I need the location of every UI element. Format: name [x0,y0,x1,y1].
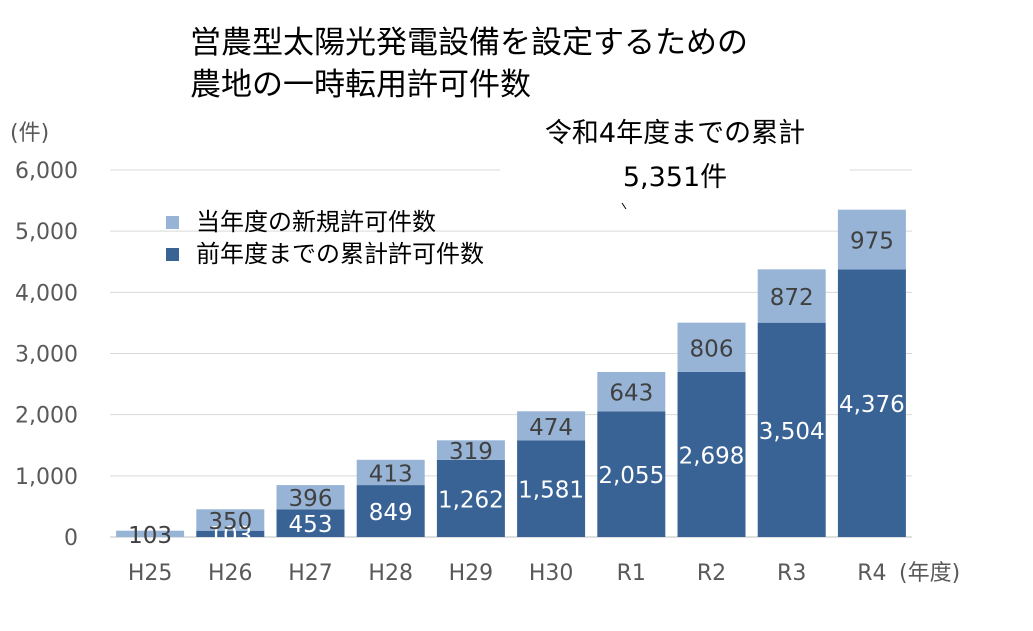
data-label-new-permits: 396 [289,486,333,512]
x-tick-label: R1 [617,561,646,586]
data-label-previous-cumulative: 2,055 [598,463,664,489]
y-tick-label: 6,000 [15,159,78,184]
y-tick-label: 4,000 [15,281,78,306]
legend-label: 当年度の新規許可件数 [196,208,436,236]
x-tick-label: R4 [857,561,886,586]
bar-new-permits [837,209,906,270]
data-label-new-permits: 103 [128,523,172,549]
x-tick-label: R3 [777,561,806,586]
x-tick-label: H27 [288,561,333,586]
x-tick-label: H28 [368,561,413,586]
data-label-previous-cumulative: 1,262 [438,487,504,513]
x-axis-unit: (年度) [899,561,960,586]
bar-previous-cumulative [677,371,746,537]
grid [110,169,912,538]
bar-new-permits [116,530,185,537]
data-label-previous-cumulative: 103 [208,523,252,549]
bar-new-permits [356,459,425,486]
x-axis-ticks: H25 H26 H27 H28 H29 H30 R1 R2 R3 R4 [128,561,887,586]
bar-new-permits [677,322,746,372]
data-label-new-permits: 350 [208,509,252,535]
data-label-new-permits: 319 [449,439,493,465]
bar-previous-cumulative [597,411,666,537]
x-tick-label: H26 [208,561,253,586]
bar-previous-cumulative [356,485,425,537]
y-axis-ticks: 0 1,000 2,000 3,000 4,000 5,000 6,000 [15,159,78,551]
bar-new-permits [597,371,666,412]
chart-title-line-2: 農地の一時転用許可件数 [190,67,531,103]
y-tick-label: 0 [64,526,78,551]
bar-new-permits [276,485,345,510]
bar-new-permits [196,509,265,531]
data-label-previous-cumulative: 2,698 [679,443,745,469]
bar-previous-cumulative [837,269,906,537]
legend-swatch [166,248,179,261]
data-label-new-permits: 474 [529,415,573,441]
x-tick-label: R2 [697,561,726,586]
bar-previous-cumulative [517,440,586,537]
bar-previous-cumulative [196,530,265,537]
annotation-line-1: 令和4年度までの累計 [545,118,805,149]
x-tick-label: H30 [529,561,574,586]
y-tick-label: 2,000 [15,404,78,429]
bar-previous-cumulative [276,509,345,537]
data-label-new-permits: 413 [369,461,413,487]
legend-label: 前年度までの累計許可件数 [196,240,484,268]
y-tick-label: 3,000 [15,343,78,368]
y-axis-unit: (件) [10,121,49,146]
annotation-background [500,110,850,205]
y-tick-label: 5,000 [15,220,78,245]
data-label-new-permits: 975 [850,229,894,255]
bar-new-permits [517,411,586,441]
bar-new-permits [436,440,505,460]
bar-new-permits [757,269,826,323]
x-tick-label: H29 [449,561,494,586]
data-label-new-permits: 806 [690,336,734,362]
annotation-leader-line [621,202,627,210]
data-label-previous-cumulative: 849 [369,500,413,526]
data-label-previous-cumulative: 4,376 [839,392,905,418]
x-tick-label: H25 [128,561,173,586]
y-tick-label: 1,000 [15,465,78,490]
chart-title-line-1: 営農型太陽光発電設備を設定するための [190,25,748,61]
legend-swatch [166,216,179,229]
data-label-previous-cumulative: 453 [289,512,333,538]
data-label-previous-cumulative: 1,581 [518,478,584,504]
data-label-new-permits: 872 [770,285,814,311]
bar-previous-cumulative [757,322,826,537]
data-label-previous-cumulative: 3,504 [759,419,825,445]
bar-previous-cumulative [436,459,505,537]
annotation-line-2: 5,351件 [623,162,727,193]
data-label-new-permits: 643 [609,381,653,407]
